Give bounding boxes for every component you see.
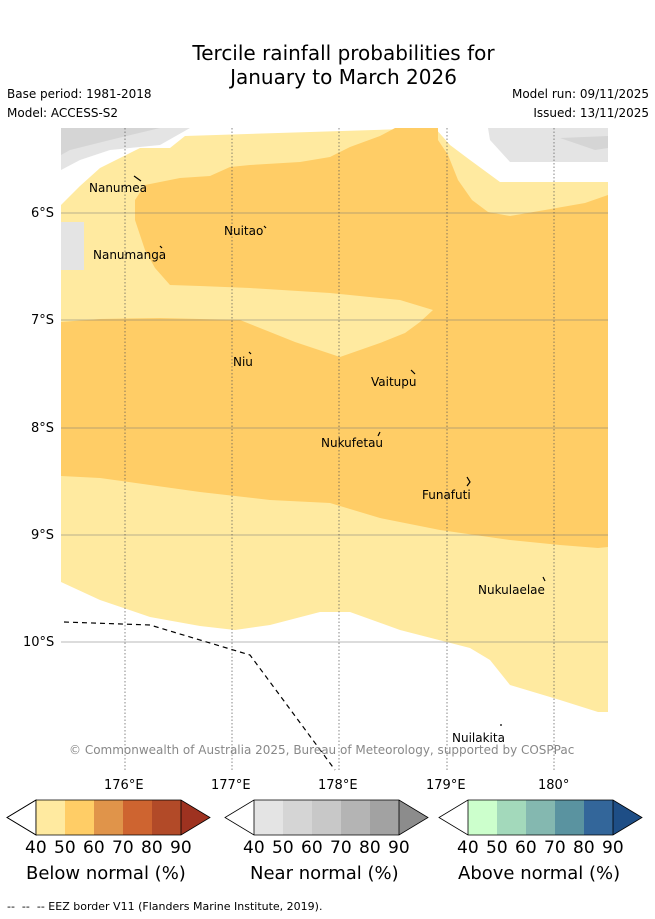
below-tick-60: 60 (83, 838, 105, 858)
copyright-notice: © Commonwealth of Australia 2025, Bureau… (69, 743, 575, 757)
place-funafuti: Funafuti (422, 488, 471, 502)
near-normal-swatch-80-90 (370, 800, 399, 835)
above-normal-swatch-80-90 (584, 800, 613, 835)
place-vaitupu: Vaitupu (371, 375, 417, 389)
near-normal-title: Near normal (%) (250, 863, 399, 884)
below-normal-swatch-60-70 (94, 800, 123, 835)
lat-label-8s: 8°S (31, 421, 55, 436)
below-normal-swatch-80-90 (152, 800, 181, 835)
model-run: Model run: 09/11/2025 (511, 87, 649, 101)
lon-label-176e: 176°E (104, 778, 144, 793)
island-marks (133, 175, 546, 726)
near-normal-over-triangle (399, 800, 428, 835)
near-normal-50-60-region-ne (560, 136, 608, 150)
near-normal-colorbar (224, 799, 429, 836)
below-normal-colorbar (6, 799, 211, 836)
lon-label-180: 180° (538, 778, 570, 793)
below-tick-40: 40 (25, 838, 47, 858)
above-tick-60: 60 (515, 838, 537, 858)
place-nukulaelae: Nukulaelae (478, 583, 545, 597)
above-tick-80: 80 (573, 838, 595, 858)
eez-legend-text: -- EEZ border V11 (Flanders Marine Insti… (36, 900, 323, 913)
lat-label-7s: 7°S (31, 313, 55, 328)
near-normal-swatch-60-70 (312, 800, 341, 835)
above-normal-swatch-50-60 (497, 800, 526, 835)
below-normal-swatch-40-50 (36, 800, 65, 835)
map-title-line2: January to March 2026 (230, 65, 457, 89)
near-normal-swatch-40-50 (254, 800, 283, 835)
below-normal-50-60-region (61, 128, 608, 548)
near-normal-under-triangle (225, 800, 254, 835)
above-tick-70: 70 (544, 838, 566, 858)
near-normal-50-60-region-nw (61, 128, 160, 155)
place-niu: Niu (233, 355, 253, 369)
near-tick-70: 70 (330, 838, 352, 858)
below-tick-90: 90 (170, 838, 192, 858)
eez-legend: -- -- -- EEZ border V11 (Flanders Marine… (7, 900, 322, 913)
lat-label-6s: 6°S (31, 206, 55, 221)
base-period: Base period: 1981-2018 (7, 87, 152, 101)
below-tick-50: 50 (54, 838, 76, 858)
above-normal-under-triangle (439, 800, 468, 835)
near-normal-40-50-region-west (61, 222, 84, 270)
place-nanumanga: Nanumanga (93, 248, 167, 262)
near-normal-40-50-region-ne (488, 128, 608, 162)
lat-label-9s: 9°S (31, 528, 55, 543)
below-normal-title: Below normal (%) (26, 863, 186, 884)
lon-label-178e: 178°E (318, 778, 358, 793)
issued-date: Issued: 13/11/2025 (533, 106, 649, 120)
near-tick-50: 50 (272, 838, 294, 858)
place-nanumea: Nanumea (89, 181, 147, 195)
above-tick-40: 40 (457, 838, 479, 858)
above-normal-swatch-60-70 (526, 800, 555, 835)
lat-label-10s: 10°S (23, 635, 55, 650)
near-normal-swatch-70-80 (341, 800, 370, 835)
near-tick-40: 40 (243, 838, 265, 858)
colorbars (6, 799, 643, 836)
below-normal-swatch-50-60 (65, 800, 94, 835)
above-normal-swatch-70-80 (555, 800, 584, 835)
below-tick-70: 70 (112, 838, 134, 858)
map-title-line1: Tercile rainfall probabilities for (192, 41, 495, 65)
place-nuitao: Nuitao (224, 224, 264, 238)
below-normal-swatch-70-80 (123, 800, 152, 835)
above-tick-50: 50 (486, 838, 508, 858)
place-nuilakita: Nuilakita (452, 731, 505, 745)
near-tick-60: 60 (301, 838, 323, 858)
place-nukufetau: Nukufetau (321, 436, 384, 450)
latitude-gridlines (61, 212, 608, 643)
above-normal-swatch-40-50 (468, 800, 497, 835)
above-tick-90: 90 (602, 838, 624, 858)
near-tick-80: 80 (359, 838, 381, 858)
eez-legend-dashes: -- -- (7, 900, 37, 913)
below-tick-80: 80 (141, 838, 163, 858)
below-normal-under-triangle (6, 799, 37, 836)
below-normal-over-triangle (181, 800, 210, 835)
above-normal-over-triangle (613, 800, 642, 835)
lon-label-177e: 177°E (211, 778, 251, 793)
above-normal-colorbar (438, 799, 643, 836)
lon-label-179e: 179°E (426, 778, 466, 793)
above-normal-title: Above normal (%) (458, 863, 621, 884)
model-name: Model: ACCESS-S2 (7, 106, 119, 120)
eez-border (63, 621, 336, 771)
near-tick-90: 90 (388, 838, 410, 858)
near-normal-swatch-50-60 (283, 800, 312, 835)
